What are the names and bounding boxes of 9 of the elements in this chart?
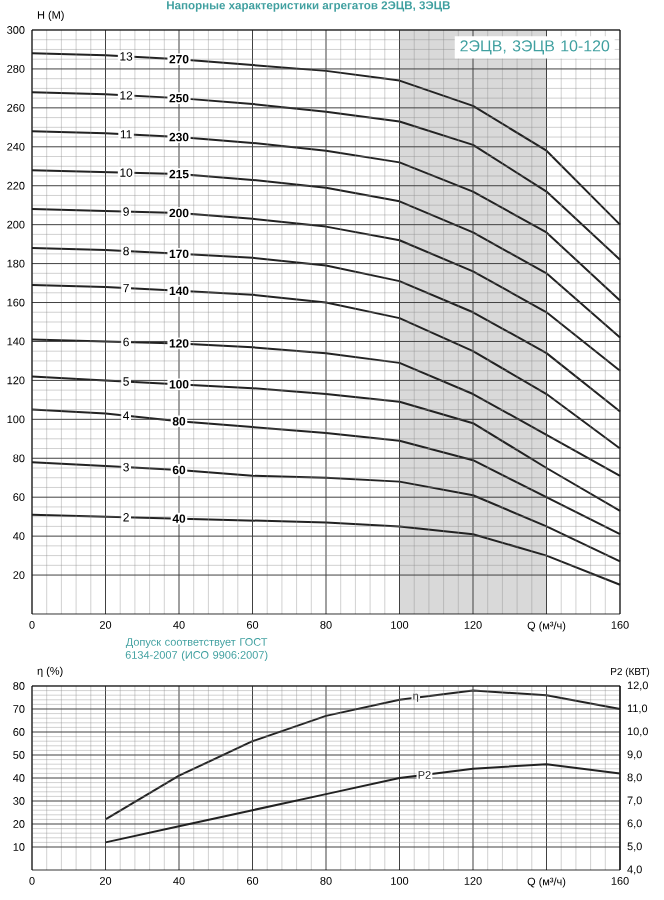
line-series (31, 130, 622, 302)
line-series (31, 91, 622, 261)
line-series (104, 689, 622, 821)
line-series (104, 763, 621, 844)
line-series (31, 284, 622, 450)
line-series (31, 247, 622, 413)
line-series (31, 207, 622, 372)
line-series (31, 52, 622, 226)
line-series (31, 461, 622, 563)
